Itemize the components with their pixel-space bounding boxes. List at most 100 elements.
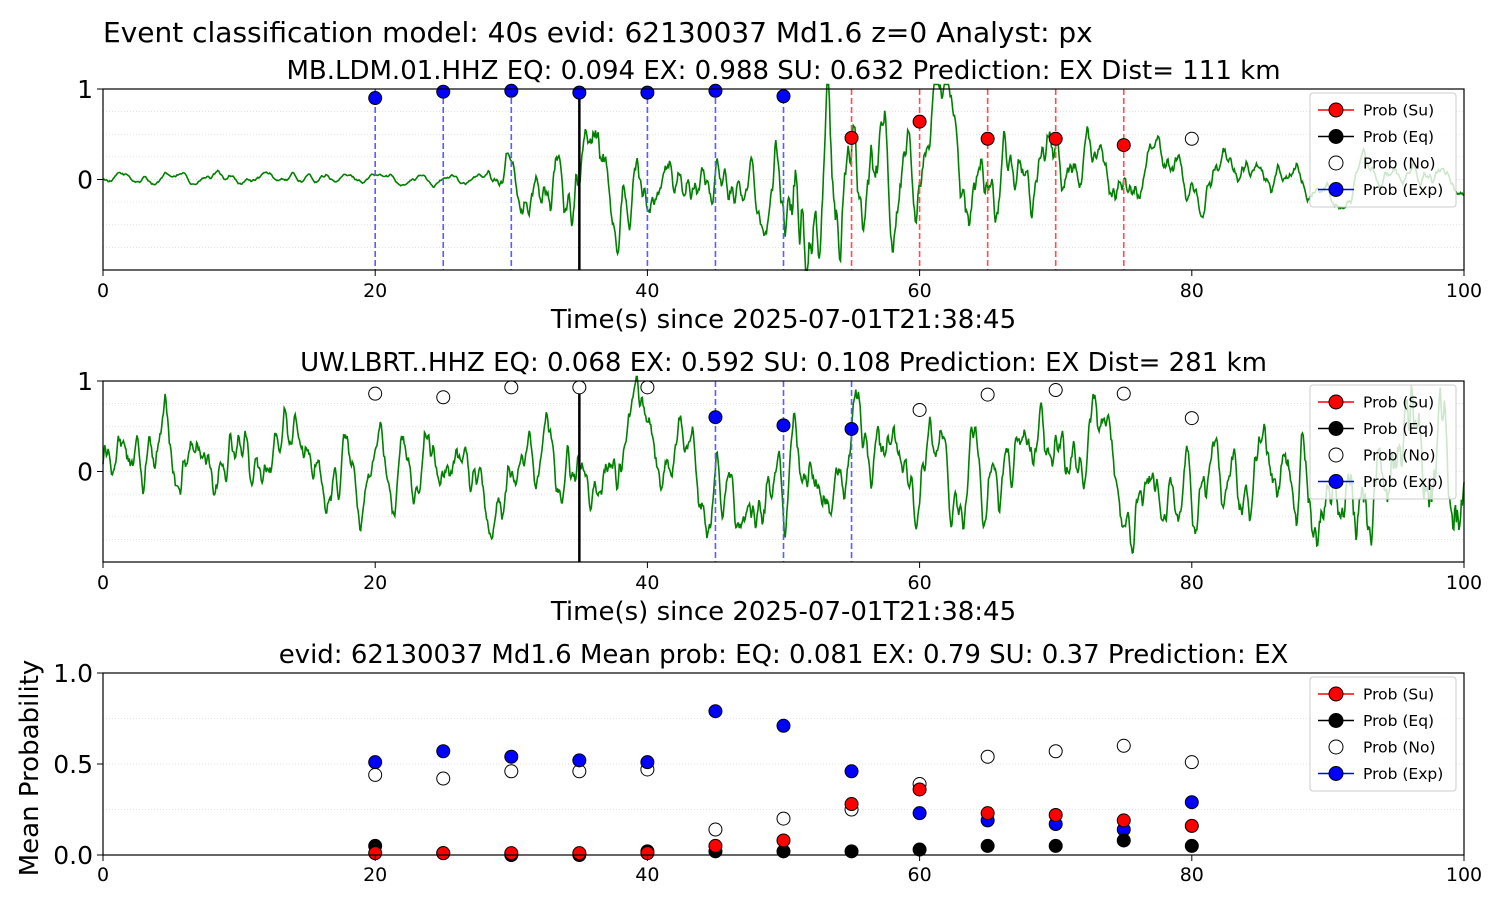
mean-marker-exp-40 (640, 755, 655, 770)
prob-marker-50 (776, 89, 791, 104)
prob-marker-80 (1184, 411, 1199, 426)
mean-marker-no-25 (436, 771, 451, 786)
y-tick-label: 0 (77, 166, 93, 195)
legend-label-probno: Prob (No) (1363, 447, 1436, 465)
mean-marker-no-20 (368, 767, 383, 782)
legend-marker-probeq (1328, 421, 1344, 436)
x-tick-label: 60 (908, 280, 932, 302)
mean-marker-exp-80 (1184, 795, 1199, 810)
prob-marker-80 (1184, 131, 1199, 146)
x-tick-label: 60 (908, 572, 932, 594)
prob-marker-45 (708, 83, 723, 98)
mean-marker-eq-70 (1048, 838, 1063, 853)
mean-marker-su-45 (708, 838, 723, 853)
prob-marker-25 (436, 390, 451, 405)
mean-marker-eq-75 (1116, 833, 1131, 848)
mean-marker-exp-30 (504, 749, 519, 764)
mean-marker-no-30 (504, 764, 519, 779)
legend-label-probeq: Prob (Eq) (1363, 128, 1434, 146)
prob-marker-60 (912, 114, 927, 129)
x-tick-label: 60 (908, 864, 932, 886)
prob-marker-45 (708, 410, 723, 425)
prob-marker-30 (504, 83, 519, 98)
x-tick-label: 80 (1180, 572, 1204, 594)
mean-marker-no-70 (1048, 744, 1063, 759)
mean-marker-exp-45 (708, 704, 723, 719)
prob-marker-70 (1048, 131, 1063, 146)
prob-marker-25 (436, 84, 451, 99)
legend-label-probeq: Prob (Eq) (1363, 712, 1434, 730)
prob-marker-20 (368, 91, 383, 106)
mean-marker-no-80 (1184, 755, 1199, 770)
mean-marker-su-35 (572, 846, 587, 861)
mean-marker-su-30 (504, 846, 519, 861)
y-axis-label: Mean Probability (15, 660, 45, 877)
x-tick-label: 80 (1180, 864, 1204, 886)
legend-marker-probno (1328, 447, 1344, 463)
prob-marker-70 (1048, 383, 1063, 398)
mean-marker-eq-80 (1184, 838, 1199, 853)
prob-marker-20 (368, 386, 383, 401)
y-tick-label: 0 (77, 458, 93, 487)
x-tick-label: 80 (1180, 280, 1204, 302)
legend-label-probeq: Prob (Eq) (1363, 420, 1434, 438)
legend-box (1309, 384, 1457, 500)
y-tick-label: 0.0 (53, 841, 93, 870)
mean-marker-exp-50 (776, 718, 791, 733)
x-tick-label: 0 (97, 572, 109, 594)
prob-marker-35 (572, 85, 587, 100)
mean-marker-su-75 (1116, 813, 1131, 828)
prob-marker-75 (1116, 386, 1131, 401)
figure-suptitle: Event classification model: 40s evid: 62… (103, 16, 1093, 49)
x-tick-label: 40 (635, 280, 659, 302)
mean-marker-su-50 (776, 833, 791, 848)
x-tick-label: 0 (97, 280, 109, 302)
prob-marker-35 (572, 380, 587, 395)
x-tick-label: 100 (1446, 864, 1482, 886)
legend-marker-probsu (1328, 686, 1344, 702)
legend-marker-probeq (1328, 129, 1344, 144)
mean-marker-exp-25 (436, 744, 451, 759)
mean-marker-exp-60 (912, 806, 927, 821)
legend-label-probsu: Prob (Su) (1363, 102, 1434, 120)
prob-marker-40 (640, 380, 655, 395)
legend-box (1309, 92, 1457, 208)
panel-mean-probability: evid: 62130037 Md1.6 Mean prob: EQ: 0.08… (15, 640, 1482, 886)
legend-label-probexp: Prob (Exp) (1363, 765, 1443, 783)
legend-marker-probexp (1328, 182, 1344, 197)
mean-marker-su-70 (1048, 807, 1063, 822)
mean-marker-no-45 (708, 822, 723, 837)
legend-label-probno: Prob (No) (1363, 739, 1436, 757)
mean-marker-no-65 (980, 749, 995, 764)
prob-marker-60 (912, 402, 927, 417)
x-tick-label: 20 (363, 864, 387, 886)
prob-marker-40 (640, 85, 655, 100)
x-tick-label: 20 (363, 572, 387, 594)
prob-marker-30 (504, 380, 519, 395)
panel-title: UW.LBRT..HHZ EQ: 0.068 EX: 0.592 SU: 0.1… (300, 348, 1267, 378)
mean-marker-exp-55 (844, 764, 859, 779)
prob-marker-65 (980, 131, 995, 146)
mean-marker-su-80 (1184, 818, 1199, 833)
x-axis-label: Time(s) since 2025-07-01T21:38:45 (550, 305, 1016, 335)
mean-marker-su-60 (912, 782, 927, 797)
legend-label-probsu: Prob (Su) (1363, 394, 1434, 412)
x-tick-label: 40 (635, 864, 659, 886)
mean-marker-eq-55 (844, 844, 859, 859)
mean-marker-su-55 (844, 797, 859, 812)
panel-station-lbrt: UW.LBRT..HHZ EQ: 0.068 EX: 0.592 SU: 0.1… (77, 348, 1482, 627)
panel-title: evid: 62130037 Md1.6 Mean prob: EQ: 0.08… (279, 640, 1289, 670)
legend-label-probsu: Prob (Su) (1363, 686, 1434, 704)
mean-marker-su-25 (436, 846, 451, 861)
x-tick-label: 0 (97, 864, 109, 886)
x-tick-label: 100 (1446, 572, 1482, 594)
y-tick-label: 1.0 (53, 659, 93, 688)
legend-marker-probsu (1328, 102, 1344, 118)
y-tick-label: 0.5 (53, 750, 93, 779)
legend-marker-probno (1328, 739, 1344, 755)
legend-label-probexp: Prob (Exp) (1363, 181, 1443, 199)
x-axis-label: Time(s) since 2025-07-01T21:38:45 (550, 597, 1016, 627)
prob-marker-55 (844, 421, 859, 436)
legend-marker-probexp (1328, 766, 1344, 781)
prob-marker-65 (980, 387, 995, 402)
